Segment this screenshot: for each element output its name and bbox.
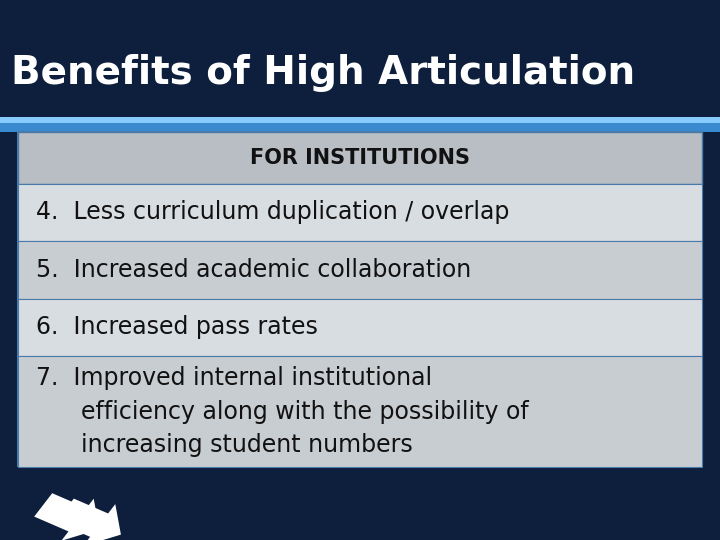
Text: Benefits of High Articulation: Benefits of High Articulation (11, 54, 635, 92)
Text: 6.  Increased pass rates: 6. Increased pass rates (36, 315, 318, 340)
Bar (18, 299, 702, 356)
Bar (18, 356, 702, 467)
Bar (0, 467, 720, 540)
Bar (0, 117, 720, 123)
Bar (18, 241, 702, 299)
Text: FOR INSTITUTIONS: FOR INSTITUTIONS (250, 148, 470, 168)
Polygon shape (34, 493, 99, 540)
Bar (18, 132, 702, 184)
Polygon shape (56, 498, 121, 540)
Text: 4.  Less curriculum duplication / overlap: 4. Less curriculum duplication / overlap (36, 200, 509, 224)
Bar (18, 132, 702, 467)
Text: 7.  Improved internal institutional
      efficiency along with the possibility : 7. Improved internal institutional effic… (36, 366, 528, 457)
Text: 5.  Increased academic collaboration: 5. Increased academic collaboration (36, 258, 472, 282)
Bar (0, 119, 720, 132)
Bar (18, 184, 702, 241)
Bar (0, 0, 720, 119)
